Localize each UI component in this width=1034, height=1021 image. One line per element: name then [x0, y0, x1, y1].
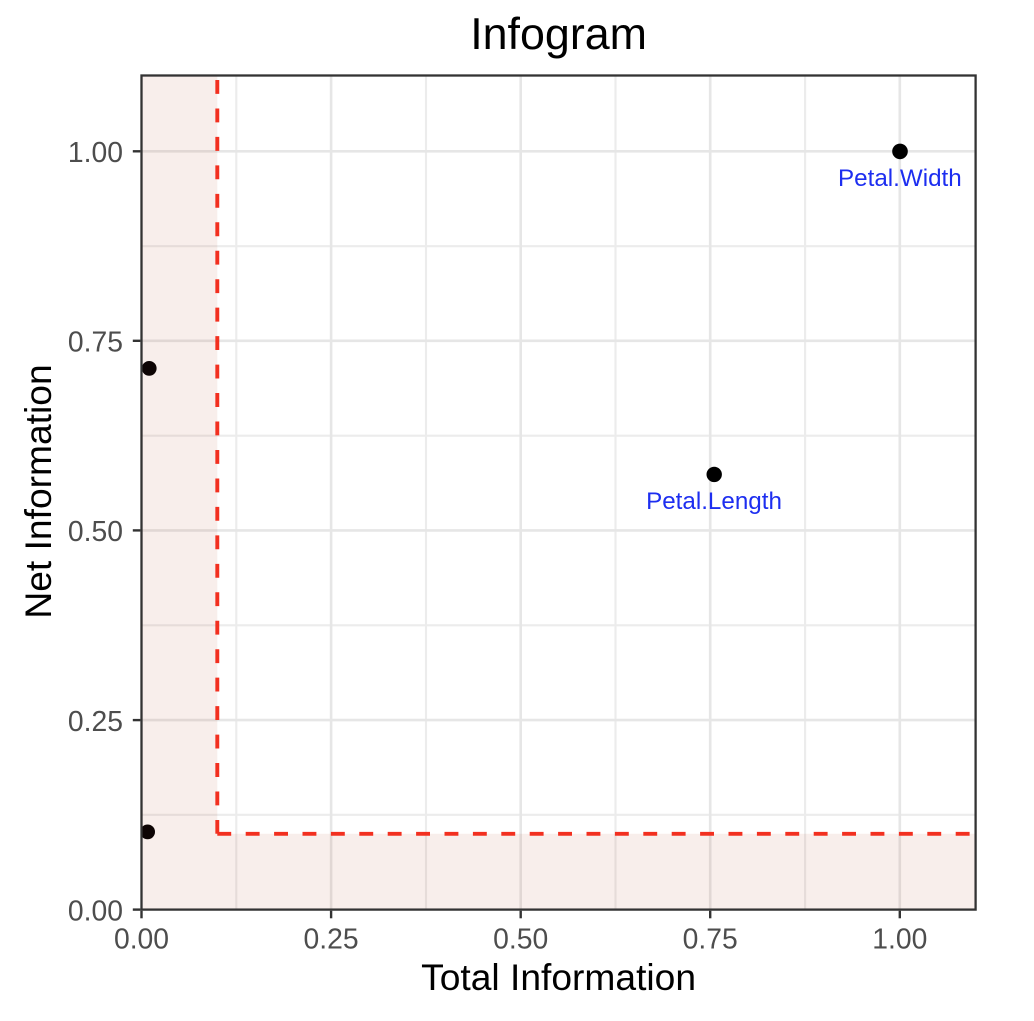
- svg-text:Total Information: Total Information: [421, 956, 696, 998]
- svg-text:0.00: 0.00: [68, 894, 123, 926]
- svg-text:0.00: 0.00: [114, 923, 169, 955]
- svg-text:Petal.Length: Petal.Length: [646, 488, 782, 515]
- svg-text:0.50: 0.50: [493, 923, 548, 955]
- svg-text:0.50: 0.50: [68, 515, 123, 547]
- svg-text:Net Information: Net Information: [17, 364, 59, 618]
- svg-text:Infogram: Infogram: [470, 9, 647, 59]
- svg-text:0.25: 0.25: [304, 923, 359, 955]
- svg-text:0.75: 0.75: [68, 326, 123, 358]
- svg-text:0.25: 0.25: [68, 705, 123, 737]
- svg-text:1.00: 1.00: [872, 923, 927, 955]
- svg-text:0.75: 0.75: [683, 923, 738, 955]
- svg-text:1.00: 1.00: [68, 136, 123, 168]
- svg-text:Petal.Width: Petal.Width: [838, 165, 962, 192]
